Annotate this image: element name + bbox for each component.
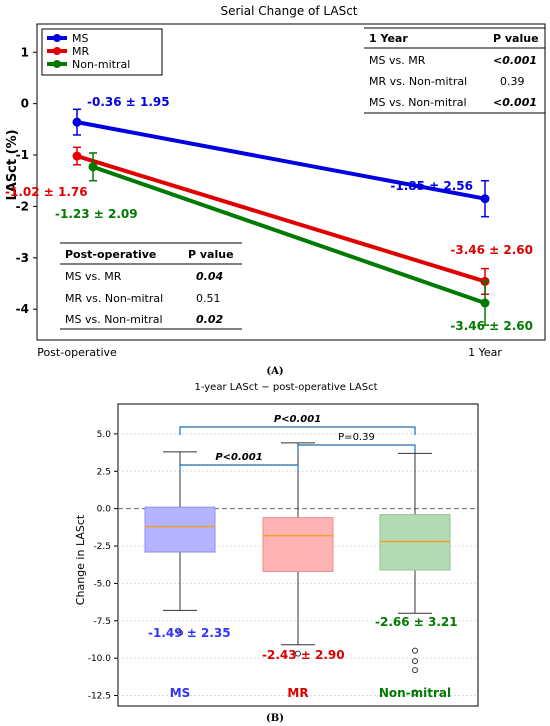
panel-a-y-ticks: 1 0 -1 -2 -3 -4 xyxy=(16,45,37,316)
legend-label: MR xyxy=(72,45,89,58)
table-1-year: 1 Year P value MS vs. MR <0.001 MR vs. N… xyxy=(364,27,545,114)
table-1-year-row-3-pvalue: <0.001 xyxy=(493,96,537,109)
panel-a-data-labels: -0.36 ± 1.95 -1.85 ± 2.56 -1.02 ± 1.76 -3.4… xyxy=(5,95,533,333)
table-post-op-row-1-label: MS vs. MR xyxy=(65,270,122,283)
panel-b-x-ticks: MS MR Non-mitral xyxy=(170,686,451,700)
panel-b-y-ticks: 5.0 2.5 0.0 -2.5 -5.0 -7.5 -10.0 -12.5 xyxy=(88,430,118,702)
table-1-year-header-comparison: 1 Year xyxy=(369,32,408,45)
data-point xyxy=(72,117,82,127)
y-tick-label: -2 xyxy=(16,199,29,213)
significance-label: P=0.39 xyxy=(338,432,375,443)
x-tick-label: MS xyxy=(170,686,191,700)
data-label: -3.46 ± 2.60 xyxy=(450,243,533,257)
outlier-point xyxy=(412,647,418,654)
significance-bracket xyxy=(179,426,416,435)
data-point xyxy=(480,194,490,204)
y-tick-label: -12.5 xyxy=(88,692,111,702)
box-summary-label: -2.43 ± 2.90 xyxy=(262,648,345,662)
y-tick-label: -7.5 xyxy=(93,617,111,627)
table-post-op-row-3-label: MS vs. Non-mitral xyxy=(65,313,163,326)
box-MS xyxy=(144,506,216,553)
x-tick-label: Non-mitral xyxy=(379,686,451,700)
significance-label: P<0.001 xyxy=(274,414,321,425)
y-tick-label: -1 xyxy=(16,148,29,162)
series-line-MR xyxy=(76,154,486,284)
y-tick-label: -4 xyxy=(16,302,29,316)
series-line-MS xyxy=(76,120,486,201)
data-point xyxy=(72,151,82,161)
outlier-point xyxy=(177,629,183,636)
y-tick-label: -10.0 xyxy=(88,654,112,664)
significance-label: P<0.001 xyxy=(215,452,262,463)
outlier-point xyxy=(412,667,418,674)
panel-b-significance-brackets: P<0.001 P=0.39 P<0.001 xyxy=(179,414,416,473)
panel-b-plot-frame xyxy=(117,403,479,707)
legend-label: MS xyxy=(72,32,88,45)
box-summary-label: -2.66 ± 3.21 xyxy=(375,615,458,629)
table-post-op-row-2-label: MR vs. Non-mitral xyxy=(65,292,163,305)
series-line-Non-mitral xyxy=(92,164,486,305)
data-point xyxy=(88,162,98,172)
panel-a-y-axis-label: LASct (%) xyxy=(5,129,20,200)
data-label: -0.36 ± 1.95 xyxy=(87,95,170,109)
table-post-op-header-comparison: Post-operative xyxy=(65,248,156,261)
panel-a-plot-frame xyxy=(36,23,546,341)
data-label: -1.85 ± 2.56 xyxy=(390,179,473,193)
table-1-year-row-2-label: MR vs. Non-mitral xyxy=(369,75,467,88)
data-label: -3.46 ± 2.60 xyxy=(450,319,533,333)
table-post-operative: Post-operative P value MS vs. MR 0.04 MR… xyxy=(60,242,242,330)
y-tick-label: -2.5 xyxy=(93,542,111,552)
panel-a-caption: (A) xyxy=(266,366,283,377)
y-tick-label: -3 xyxy=(16,251,29,265)
panel-a-series xyxy=(72,108,490,326)
box-MR xyxy=(262,517,334,572)
panel-a-title: Serial Change of LASct xyxy=(221,4,358,18)
table-1-year-row-1-pvalue: <0.001 xyxy=(493,54,537,67)
table-1-year-row-2-pvalue: 0.39 xyxy=(500,75,525,88)
table-post-op-row-2-pvalue: 0.51 xyxy=(196,292,221,305)
legend-label: Non-mitral xyxy=(72,58,130,71)
outlier-point xyxy=(412,689,418,696)
legend-swatch-marker xyxy=(53,47,61,55)
data-label: -1.02 ± 1.76 xyxy=(5,185,88,199)
x-tick-label: 1 Year xyxy=(468,346,502,359)
y-tick-label: 1 xyxy=(21,45,29,59)
x-tick-label: Post-operative xyxy=(37,346,117,359)
x-tick-label: MR xyxy=(287,686,308,700)
panel-b-caption: (B) xyxy=(266,713,284,724)
panel-b-title: 1-year LASct − post-operative LASct xyxy=(194,382,377,393)
table-post-op-row-3-pvalue: 0.02 xyxy=(196,313,223,326)
panel-a-x-ticks: Post-operative 1 Year xyxy=(37,346,502,359)
significance-bracket xyxy=(297,444,416,453)
panel-b-y-axis-label: Change in LASct xyxy=(74,514,87,605)
box-summary-label: -1.49 ± 2.35 xyxy=(148,626,231,640)
table-post-op-header-pvalue: P value xyxy=(188,248,234,261)
panel-b-boxes: -1.49 ± 2.35 -2.43 ± 2.90 -2.66 ± 3.21 xyxy=(144,442,458,696)
y-tick-label: 5.0 xyxy=(97,430,112,440)
data-point xyxy=(480,298,490,308)
y-tick-label: -5.0 xyxy=(93,579,111,589)
y-tick-label: 0.0 xyxy=(97,505,112,515)
data-label: -1.23 ± 2.09 xyxy=(55,207,138,221)
table-1-year-row-3-label: MS vs. Non-mitral xyxy=(369,96,467,109)
table-post-op-row-1-pvalue: 0.04 xyxy=(196,270,223,283)
outlier-point xyxy=(295,650,301,657)
table-1-year-row-1-label: MS vs. MR xyxy=(369,54,426,67)
legend-swatch-marker xyxy=(53,34,61,42)
outlier-point xyxy=(412,658,418,665)
significance-bracket xyxy=(179,464,299,473)
y-tick-label: 2.5 xyxy=(97,467,111,477)
y-tick-label: 0 xyxy=(21,97,29,111)
legend-swatch-marker xyxy=(53,60,61,68)
table-1-year-header-pvalue: P value xyxy=(493,32,539,45)
